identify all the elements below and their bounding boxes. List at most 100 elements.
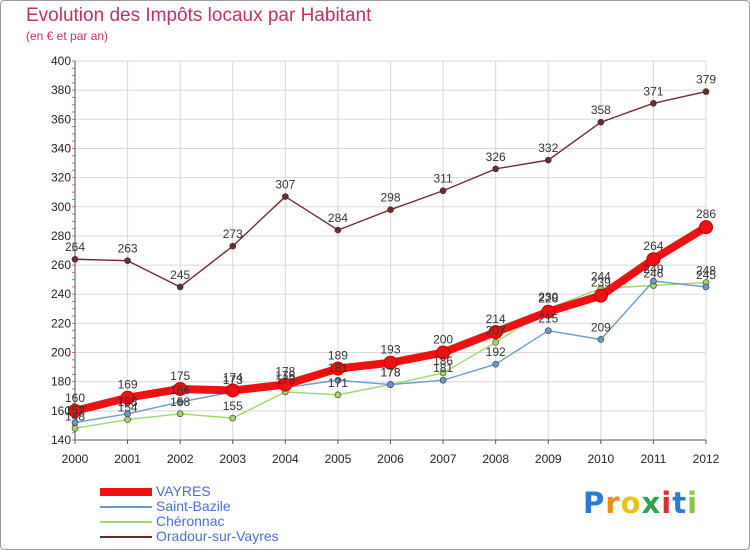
legend-item-saint-bazile: Saint-Bazile: [100, 498, 400, 514]
legend-swatch-cheronnac: [100, 521, 152, 523]
data-label-oradour-sur-vayres: 263: [118, 242, 138, 256]
y-tick-label: 260: [51, 258, 71, 272]
data-label-cheronnac: 148: [65, 409, 85, 423]
data-point-vayres: [383, 355, 398, 370]
y-tick-label: 320: [51, 171, 71, 185]
data-point-oradour-sur-vayres: [176, 283, 184, 291]
x-tick-label: 2008: [482, 452, 509, 466]
data-label-saint-bazile: 192: [486, 345, 506, 359]
data-point-cheronnac: [124, 416, 131, 423]
data-label-vayres: 193: [380, 343, 400, 357]
y-tick-label: 240: [51, 287, 71, 301]
data-point-oradour-sur-vayres: [124, 257, 131, 265]
x-tick-label: 2012: [693, 452, 720, 466]
data-label-cheronnac: 173: [275, 373, 295, 387]
data-point-vayres: [120, 390, 135, 405]
y-tick-label: 140: [51, 433, 71, 447]
data-label-oradour-sur-vayres: 311: [434, 172, 453, 186]
data-point-cheronnac: [71, 425, 79, 432]
y-tick-label: 380: [51, 83, 71, 97]
legend-swatch-vayres: [100, 488, 152, 496]
data-label-oradour-sur-vayres: 273: [223, 227, 243, 241]
legend-label-oradour-sur-vayres: Oradour-sur-Vayres: [156, 528, 279, 544]
data-point-oradour-sur-vayres: [71, 255, 79, 263]
data-point-saint-bazile: [650, 277, 657, 285]
data-label-vayres: 264: [643, 239, 663, 253]
data-point-vayres: [173, 381, 188, 396]
y-tick-label: 400: [51, 54, 71, 68]
logo-letter: i: [661, 486, 673, 520]
data-label-vayres: 160: [65, 391, 85, 405]
logo-letter: i: [687, 486, 699, 520]
data-label-saint-bazile: 158: [118, 395, 138, 409]
y-tick-label: 180: [51, 375, 71, 389]
data-point-oradour-sur-vayres: [282, 193, 289, 200]
data-point-vayres: [646, 252, 661, 267]
data-label-oradour-sur-vayres: 371: [643, 84, 663, 98]
x-tick-label: 2004: [272, 452, 299, 466]
data-point-cheronnac: [439, 369, 447, 377]
data-point-vayres: [68, 403, 82, 418]
data-point-vayres: [699, 220, 713, 235]
data-point-oradour-sur-vayres: [492, 165, 499, 173]
data-label-oradour-sur-vayres: 358: [591, 103, 611, 117]
data-label-oradour-sur-vayres: 307: [275, 178, 295, 192]
x-tick-label: 2002: [167, 452, 194, 466]
data-label-cheronnac: 178: [380, 366, 400, 380]
x-tick-label: 2003: [219, 452, 246, 466]
y-tick-label: 360: [51, 112, 71, 126]
data-label-vayres: 214: [486, 312, 506, 326]
data-label-oradour-sur-vayres: 264: [65, 240, 85, 254]
x-tick-label: 2000: [62, 452, 89, 466]
data-label-saint-bazile: 181: [328, 361, 348, 375]
data-point-oradour-sur-vayres: [334, 226, 342, 234]
data-point-saint-bazile: [597, 336, 605, 343]
data-point-saint-bazile: [387, 381, 394, 388]
y-tick-label: 300: [51, 200, 71, 214]
data-point-saint-bazile: [492, 360, 499, 368]
data-label-saint-bazile: 181: [433, 361, 453, 375]
data-label-saint-bazile: 249: [643, 262, 663, 276]
proxiti-logo: Proxiti: [583, 486, 698, 520]
legend-swatch-oradour-sur-vayres: [100, 536, 152, 538]
data-label-vayres: 228: [538, 292, 558, 306]
data-label-layer: 264 263 245 273 307 284 298 311 326 332 358 371 379 1…: [65, 73, 716, 424]
data-label-cheronnac: 207: [486, 323, 506, 337]
y-tick-label: 220: [51, 316, 71, 330]
data-label-vayres: 174: [223, 370, 243, 384]
data-label-cheronnac: 158: [170, 395, 190, 409]
logo-letter: o: [620, 486, 642, 520]
data-point-saint-bazile: [124, 410, 131, 418]
data-label-vayres: 175: [170, 369, 190, 383]
legend-swatch-saint-bazile: [100, 506, 152, 508]
data-label-saint-bazile: 245: [696, 268, 716, 282]
data-point-vayres: [225, 383, 240, 398]
data-label-vayres: 169: [118, 378, 138, 392]
data-label-cheronnac: 246: [643, 266, 663, 280]
data-label-cheronnac: 155: [223, 399, 243, 413]
data-point-vayres: [541, 304, 556, 319]
data-label-vayres: 286: [696, 207, 716, 221]
data-label-oradour-sur-vayres: 379: [696, 73, 716, 87]
axis-layer: 140 160 180 200 220 240 260 280 300 320 340 360 380 4…: [51, 54, 720, 466]
legend: VAYRES Saint-Bazile Chéronnac Oradour-su…: [100, 483, 400, 544]
logo-letter: P: [583, 486, 606, 520]
data-point-vayres: [593, 288, 608, 303]
data-point-saint-bazile: [439, 376, 447, 384]
x-tick-label: 2007: [430, 452, 457, 466]
data-label-oradour-sur-vayres: 298: [380, 191, 400, 205]
data-point-saint-bazile: [71, 419, 79, 426]
data-point-saint-bazile: [544, 327, 552, 334]
y-tick-label: 200: [51, 346, 71, 360]
data-label-vayres: 239: [591, 276, 611, 290]
data-label-cheronnac: 186: [433, 354, 453, 368]
data-label-oradour-sur-vayres: 332: [538, 141, 558, 155]
data-point-cheronnac: [229, 414, 237, 422]
legend-item-cheronnac: Chéronnac: [100, 513, 400, 529]
data-point-saint-bazile: [702, 283, 710, 291]
data-label-vayres: 178: [275, 365, 295, 379]
data-point-cheronnac: [492, 339, 499, 346]
y-tick-label: 340: [51, 141, 71, 155]
data-label-saint-bazile: 215: [538, 312, 558, 326]
